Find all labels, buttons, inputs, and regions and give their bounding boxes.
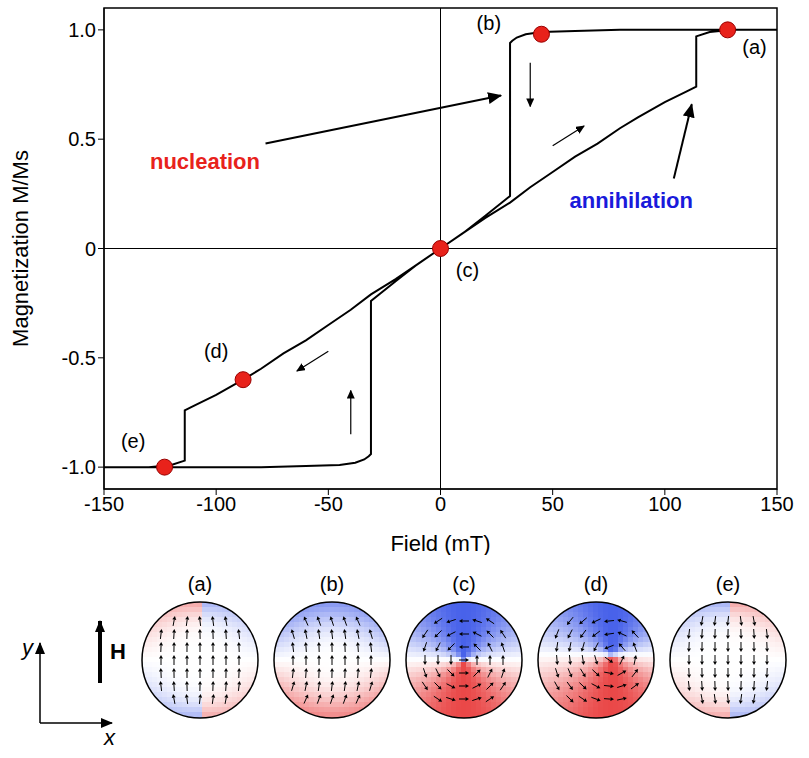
- svg-text:0.5: 0.5: [68, 128, 96, 150]
- svg-text:(c): (c): [456, 259, 479, 281]
- svg-text:0: 0: [85, 238, 96, 260]
- svg-text:Magnetization M/Ms: Magnetization M/Ms: [8, 150, 33, 347]
- svg-text:y: y: [20, 635, 35, 660]
- svg-text:(d): (d): [584, 573, 608, 595]
- svg-text:-50: -50: [314, 493, 343, 515]
- svg-text:0: 0: [435, 493, 446, 515]
- svg-text:-1.0: -1.0: [62, 456, 96, 478]
- svg-text:H: H: [110, 639, 126, 664]
- svg-text:1.0: 1.0: [68, 19, 96, 41]
- svg-text:-0.5: -0.5: [62, 347, 96, 369]
- svg-text:x: x: [103, 725, 116, 750]
- svg-text:-100: -100: [196, 493, 236, 515]
- svg-text:(c): (c): [452, 573, 475, 595]
- svg-text:(e): (e): [716, 573, 740, 595]
- svg-text:annihilation: annihilation: [569, 188, 692, 213]
- svg-text:nucleation: nucleation: [150, 149, 260, 174]
- svg-text:-150: -150: [84, 493, 124, 515]
- svg-text:(b): (b): [320, 573, 344, 595]
- svg-text:Field (mT): Field (mT): [390, 531, 490, 555]
- svg-text:(a): (a): [742, 36, 766, 58]
- svg-text:(e): (e): [121, 430, 145, 452]
- svg-text:(a): (a): [188, 573, 212, 595]
- svg-text:(d): (d): [204, 340, 228, 362]
- svg-text:100: 100: [648, 493, 681, 515]
- svg-text:50: 50: [542, 493, 564, 515]
- svg-text:150: 150: [760, 493, 793, 515]
- svg-text:(b): (b): [477, 12, 501, 34]
